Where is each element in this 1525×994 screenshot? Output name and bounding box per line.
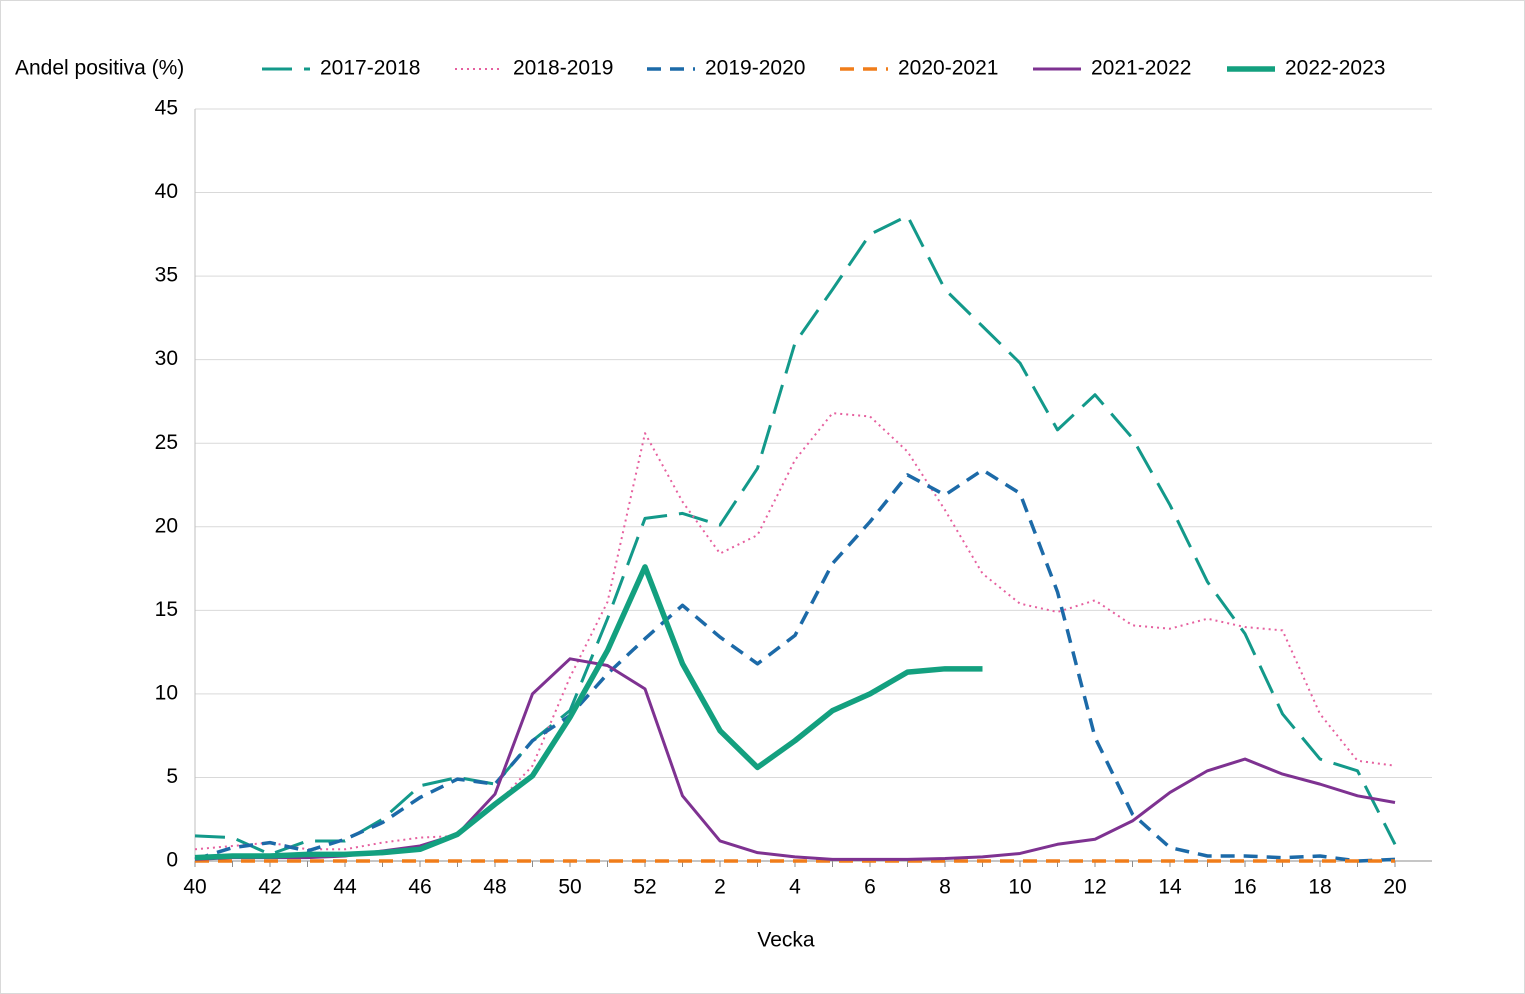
legend-label: 2019-2020	[705, 57, 805, 80]
x-tick-label: 52	[633, 876, 656, 899]
legend-label: 2021-2022	[1091, 57, 1191, 80]
x-tick-label: 40	[183, 876, 206, 899]
series-line	[194, 468, 1396, 863]
legend-label: 2018-2019	[513, 57, 613, 80]
y-tick-label: 20	[155, 514, 178, 537]
x-tick-label: 8	[939, 876, 951, 899]
x-tick-label: 12	[1083, 876, 1106, 899]
x-tick-label: 6	[864, 876, 876, 899]
x-tick-label: 20	[1383, 876, 1406, 899]
x-tick-label: 48	[483, 876, 506, 899]
series-line	[194, 214, 1397, 856]
y-tick-label: 5	[166, 765, 178, 788]
y-tick-label: 30	[155, 347, 178, 370]
y-tick-label: 0	[166, 849, 178, 872]
legend-label: 2017-2018	[320, 57, 420, 80]
series-line	[194, 564, 983, 861]
x-tick-label: 16	[1233, 876, 1256, 899]
x-tick-label: 44	[333, 876, 357, 899]
y-tick-label: 45	[155, 97, 178, 120]
legend-label: 2020-2021	[898, 57, 998, 80]
x-tick-label: 50	[558, 876, 581, 899]
x-tick-label: 2	[714, 876, 726, 899]
y-tick-label: 25	[155, 431, 178, 454]
x-axis-label: Vecka	[757, 929, 815, 952]
y-tick-label: 35	[155, 264, 178, 287]
x-tick-label: 10	[1008, 876, 1031, 899]
y-tick-label: 10	[155, 681, 178, 704]
x-tick-label: 4	[789, 876, 801, 899]
y-tick-label: 15	[155, 598, 178, 621]
x-tick-label: 14	[1158, 876, 1182, 899]
x-tick-label: 46	[408, 876, 431, 899]
y-tick-label: 40	[155, 180, 178, 203]
x-tick-label: 42	[258, 876, 281, 899]
x-tick-label: 18	[1308, 876, 1331, 899]
y-axis-label: Andel positiva (%)	[15, 57, 184, 80]
legend-label: 2022-2023	[1285, 57, 1385, 80]
